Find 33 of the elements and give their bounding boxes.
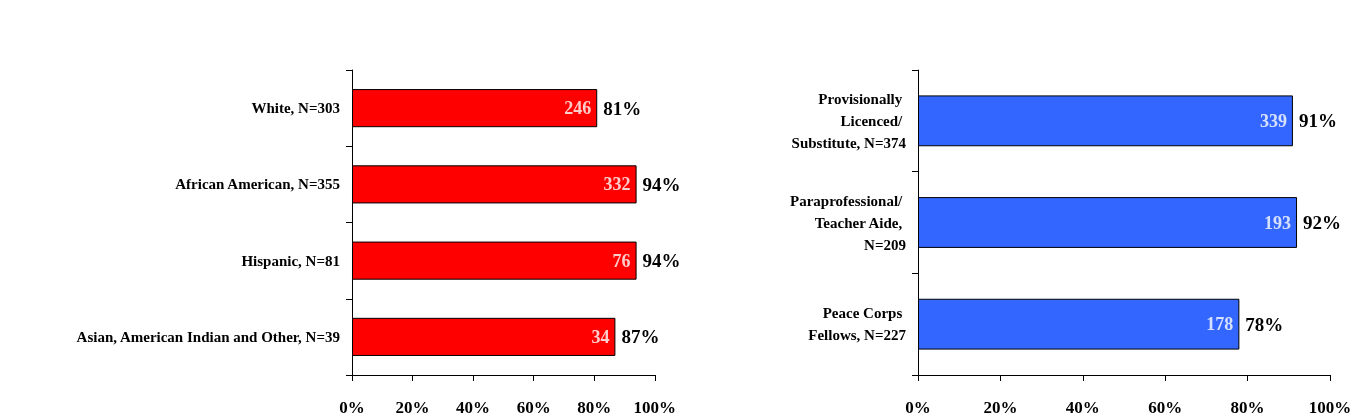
x-tick-label: 40% [1065,398,1100,417]
y-tick-label: Hispanic, N=81 [241,252,340,269]
data-label: 78% [1245,313,1284,335]
data-label: 92% [1303,212,1342,233]
y-tick-label: African American, N=355 [175,176,340,193]
annotation: 34 [591,326,610,347]
data-label: 94% [642,250,681,272]
x-tick-label: 80% [1230,398,1265,417]
x-tick-label: 20% [395,398,430,417]
annotation: 178 [1206,314,1234,335]
x-tick-label: 60% [1148,398,1183,417]
x-tick-label: 100% [633,398,676,417]
x-tick-label: 20% [983,398,1018,417]
x-tick-label: 40% [456,398,491,417]
y-tick-label: Paraprofessional/ Teacher Aide, N=209 [790,192,906,253]
x-tick-label: 0% [339,398,365,417]
data-label: 81% [603,97,642,119]
annotation: 193 [1264,212,1292,233]
annotation: 76 [612,250,631,271]
y-tick-label: White, N=303 [251,100,340,117]
annotation: 246 [564,98,592,119]
x-tick-label: 60% [516,398,551,417]
data-label: 94% [642,173,681,195]
y-tick-label: Peace Corps Fellows, N=227 [808,305,907,344]
data-label: 87% [621,326,660,348]
x-tick-label: 0% [905,398,931,417]
x-tick-label: 100% [1308,398,1352,417]
y-tick-label: Asian, American Indian and Other, N=39 [76,328,340,345]
annotation: 332 [603,174,631,195]
x-tick-label: 80% [577,398,612,417]
y-tick-label: Provisionally Licenced/ Substitute, N=374 [791,90,907,151]
data-label: 91% [1298,110,1337,132]
annotation: 339 [1259,110,1287,131]
